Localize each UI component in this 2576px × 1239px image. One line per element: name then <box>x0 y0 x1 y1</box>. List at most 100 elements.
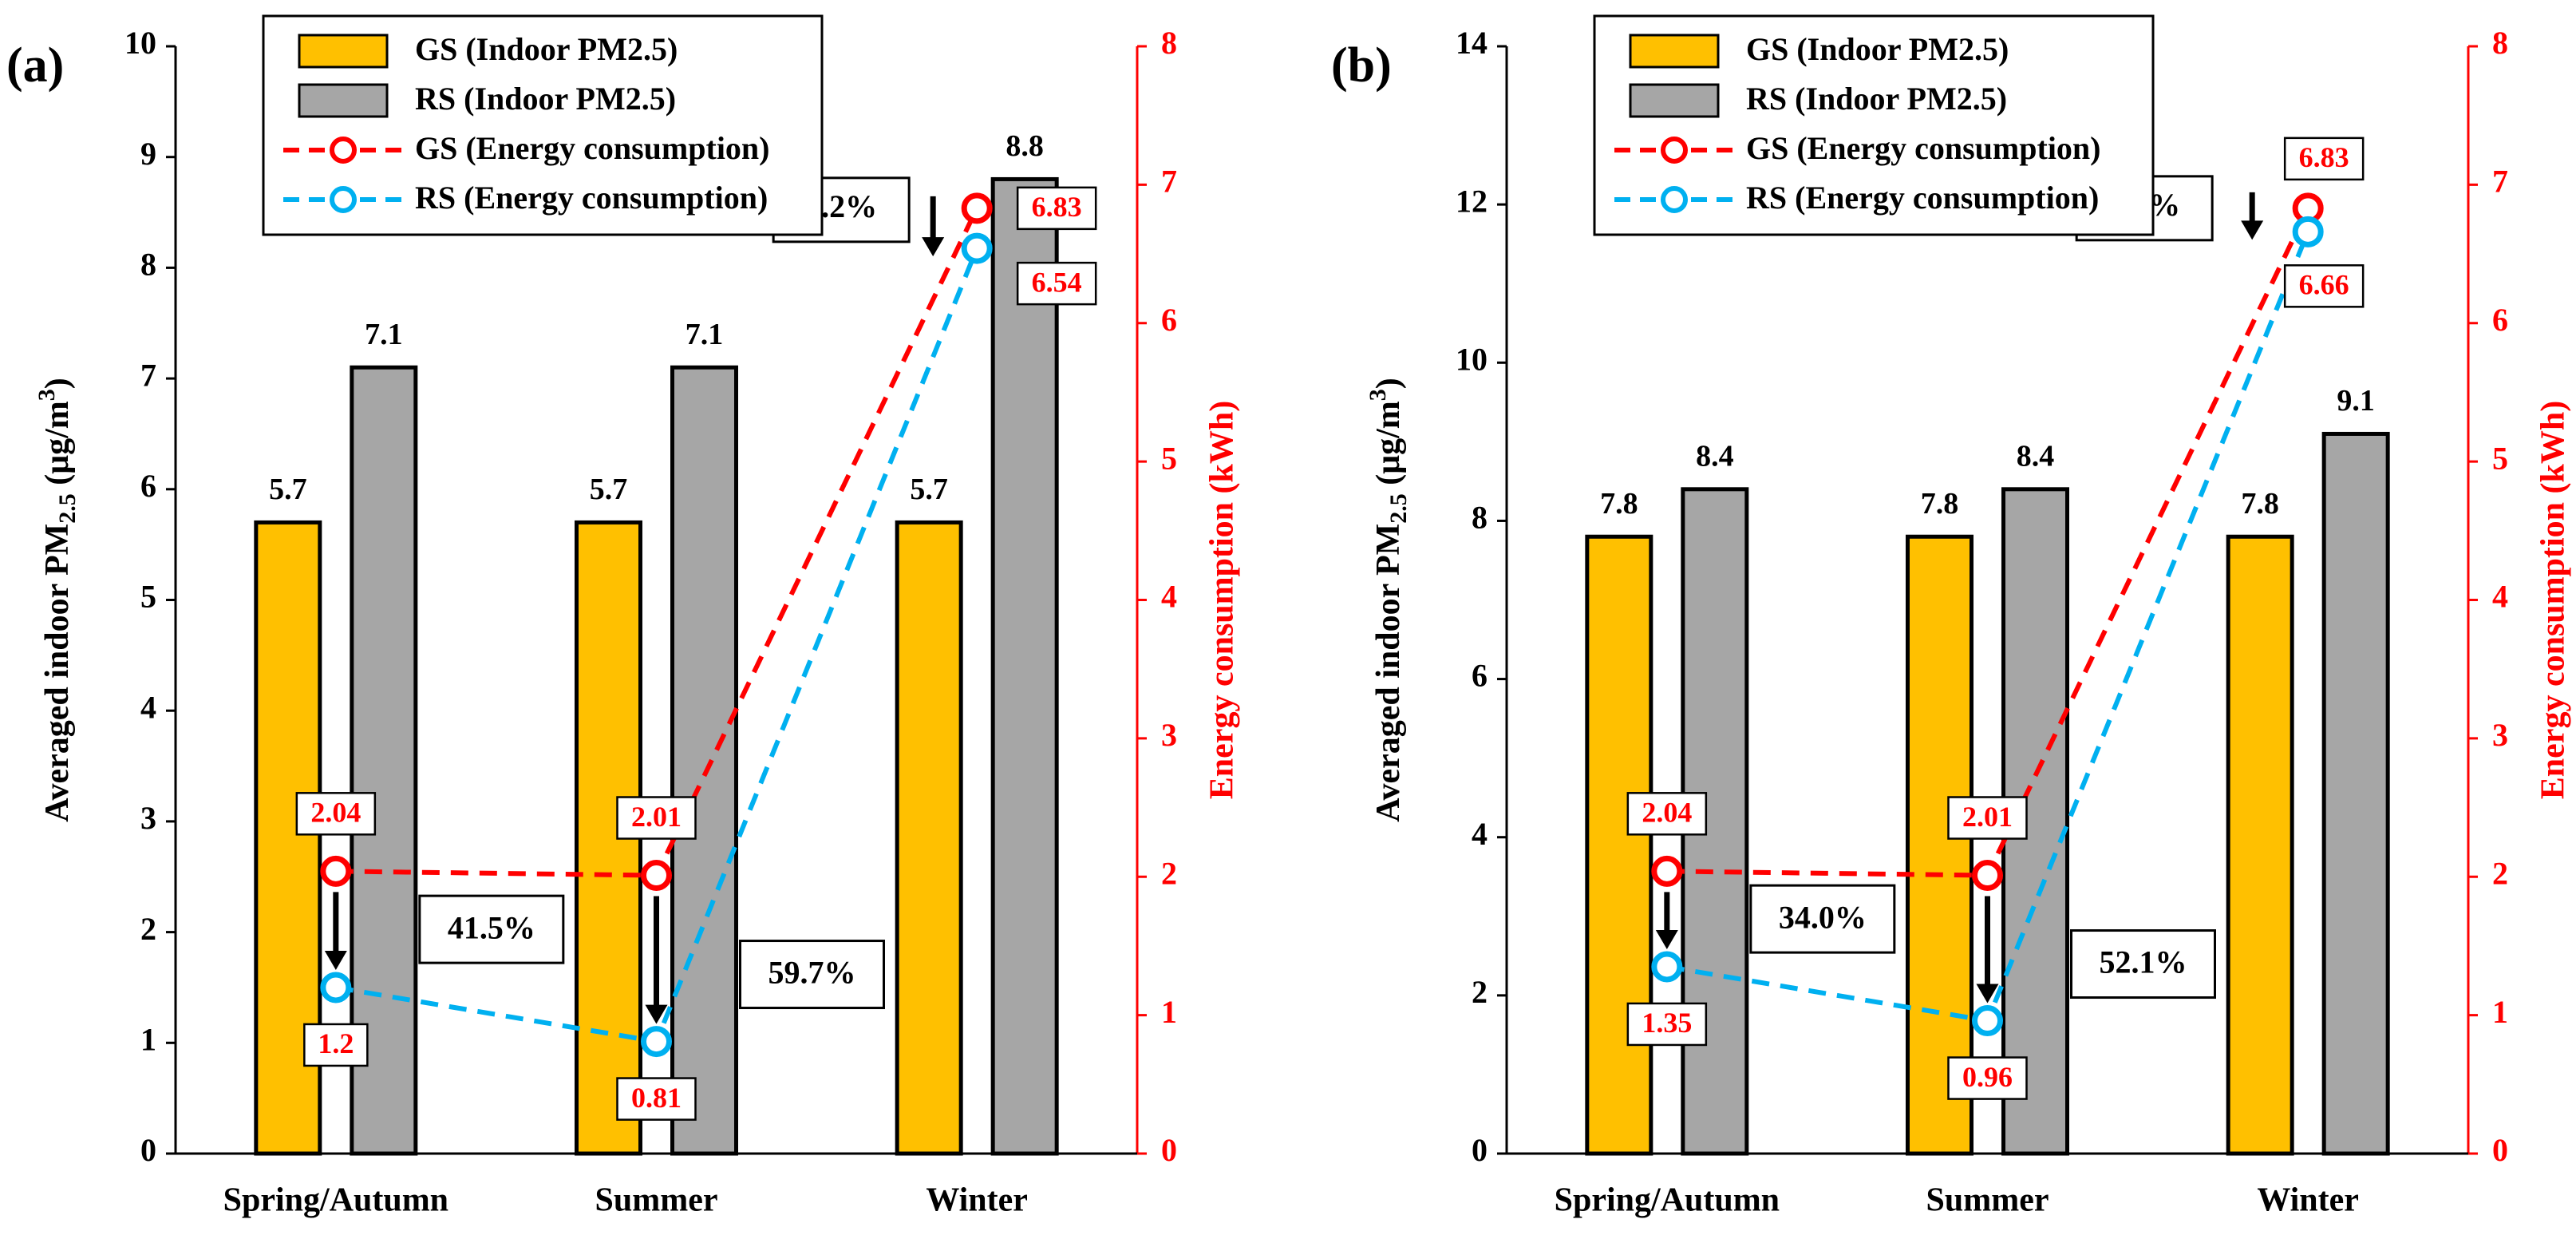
right-tick-label: 7 <box>1161 164 1177 200</box>
reduction-arrow <box>1976 896 1999 1003</box>
right-tick-label: 6 <box>2492 302 2508 338</box>
gs-pm-bar-label: 7.8 <box>2241 487 2279 521</box>
left-tick-label: 1 <box>140 1021 156 1057</box>
reduction-label: 41.5% <box>418 894 565 964</box>
gs-energy-point <box>1972 860 2003 892</box>
legend-entry: GS (Indoor PM2.5) <box>298 31 678 69</box>
left-tick-label: 6 <box>140 468 156 504</box>
rs-energy-label-text: 1.2 <box>318 1027 354 1059</box>
rs-energy-label-box <box>2283 264 2365 308</box>
rs-energy-label: 0.81 <box>616 1077 697 1121</box>
legend-marker <box>1661 137 1688 164</box>
legend-label: RS (Indoor PM2.5) <box>1746 81 2007 117</box>
legend-label: RS (Energy consumption) <box>415 180 768 216</box>
rs-energy-label: 0.96 <box>1947 1056 2028 1100</box>
legend-entry: GS (Energy consumption) <box>283 130 770 166</box>
legend-marker <box>330 186 357 213</box>
right-tick-label: 3 <box>2492 717 2508 753</box>
legend-entry: RS (Indoor PM2.5) <box>1629 81 2007 118</box>
reduction-label-text: 41.5% <box>448 909 535 945</box>
legend: GS (Indoor PM2.5) RS (Indoor PM2.5) GS (En… <box>1593 14 2155 236</box>
right-tick-label: 3 <box>1161 717 1177 753</box>
gs-energy-label: 2.04 <box>295 792 377 836</box>
right-axis-title: Energy consumption (kWh) <box>1204 401 1241 799</box>
rs-energy-point <box>320 972 352 1003</box>
right-tick-label: 8 <box>2492 25 2508 61</box>
right-tick-label: 0 <box>2492 1132 2508 1168</box>
left-axis-title-main: Averaged indoor PM <box>39 524 76 822</box>
gs-energy-label: 2.04 <box>1626 792 1708 836</box>
gs-pm-bar-label: 5.7 <box>910 473 948 506</box>
gs-energy-label-box <box>1947 796 2028 840</box>
rs-energy-label-text: 0.96 <box>1962 1061 2013 1093</box>
reduction-arrow <box>324 892 347 970</box>
rs-pm-bar <box>350 365 418 1156</box>
right-tick-label: 8 <box>1161 25 1177 61</box>
rs-pm-bar <box>990 176 1059 1156</box>
left-tick-label: 8 <box>140 247 156 283</box>
gs-pm-bar <box>895 520 963 1156</box>
right-axis-title: Energy consumption (kWh) <box>2535 401 2572 799</box>
gs-pm-bar <box>2226 534 2294 1156</box>
rs-pm-bar <box>2321 431 2390 1156</box>
legend-marker <box>330 137 357 164</box>
gs-energy-label-box <box>295 792 377 836</box>
gs-pm-bar-label: 5.7 <box>590 473 628 506</box>
x-tick-label: Spring/Autumn <box>1555 1182 1780 1219</box>
rs-energy-point <box>641 1026 672 1058</box>
legend-swatch <box>1629 83 1720 118</box>
gs-energy-label: 6.83 <box>1016 186 1097 231</box>
x-tick-label: Winter <box>2257 1182 2359 1219</box>
left-axis-title: Averaged indoor PM2.5 (μg/m3) <box>34 378 81 822</box>
x-tick-label: Spring/Autumn <box>223 1182 448 1219</box>
reduction-label-text: 59.7% <box>768 955 856 991</box>
right-tick-label: 5 <box>2492 440 2508 476</box>
rs-energy-point <box>2292 216 2324 247</box>
panel-label: (b) <box>1331 38 1392 93</box>
gs-energy-label: 6.83 <box>2283 137 2365 181</box>
reduction-arrow <box>2241 192 2264 240</box>
rs-energy-label: 1.35 <box>1626 1002 1708 1047</box>
x-tick-label: Summer <box>595 1182 718 1219</box>
rs-energy-label-text: 1.35 <box>1642 1007 1692 1039</box>
reduction-label-box <box>418 894 565 964</box>
left-tick-label: 3 <box>140 800 156 836</box>
gs-energy-point <box>641 860 672 892</box>
rs-energy-label-box <box>1947 1056 2028 1100</box>
gs-energy-label-text: 2.04 <box>310 797 361 829</box>
reduction-arrow <box>1655 892 1678 949</box>
left-axis-title-unit_open: (μg/m <box>1370 401 1407 493</box>
rs-pm-bar-label: 7.1 <box>365 318 403 351</box>
rs-energy-label-box <box>616 1077 697 1121</box>
gs-energy-point <box>961 192 993 224</box>
x-tick-label: Winter <box>926 1182 1028 1219</box>
left-axis-title-main: Averaged indoor PM <box>1370 524 1407 822</box>
left-tick-label: 12 <box>1456 183 1488 219</box>
reduction-label-box <box>739 940 885 1010</box>
panel-label: (a) <box>6 38 64 93</box>
gs-pm-bar <box>1906 534 1973 1156</box>
rs-pm-bar <box>670 365 738 1156</box>
right-tick-label: 6 <box>1161 302 1177 338</box>
gs-energy-label-box <box>1016 186 1097 231</box>
panel-a: (a) 0 1 2 3 4 5 6 7 8 9 10 0 1 2 3 4 5 6 7 8 Spring/Autumn Sum… <box>6 25 1241 1218</box>
left-axis-title-unit_close: ) <box>39 378 76 389</box>
rs-energy-label: 6.54 <box>1016 261 1097 306</box>
legend-entry: GS (Energy consumption) <box>1614 130 2101 166</box>
rs-energy-point <box>961 232 993 264</box>
reduction-label-box <box>2070 929 2216 1000</box>
gs-energy-label-box <box>616 796 697 840</box>
legend-label: GS (Indoor PM2.5) <box>1746 31 2009 67</box>
right-tick-label: 1 <box>2492 994 2508 1030</box>
left-axis-title-unit_open: (μg/m <box>39 401 76 493</box>
gs-pm-bar-label: 7.8 <box>1600 487 1638 521</box>
right-tick-label: 7 <box>2492 164 2508 200</box>
rs-energy-point <box>1651 951 1683 983</box>
right-tick-label: 2 <box>1161 855 1177 891</box>
reduction-arrow-head <box>1976 984 1999 1003</box>
reduction-label-text: 34.0% <box>1779 899 1867 935</box>
legend: GS (Indoor PM2.5) RS (Indoor PM2.5) GS (En… <box>262 14 824 236</box>
left-tick-label: 2 <box>140 911 156 947</box>
rs-pm-bar-label: 8.8 <box>1006 129 1044 163</box>
